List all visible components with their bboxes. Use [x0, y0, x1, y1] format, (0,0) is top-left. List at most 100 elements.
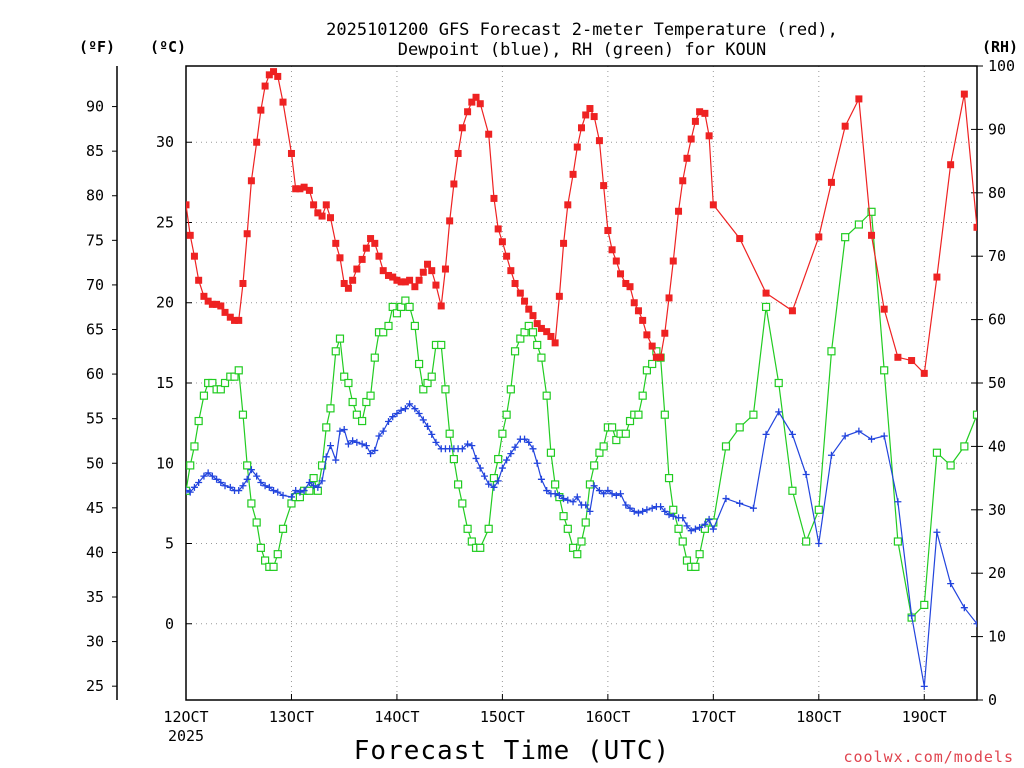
temperature-point: [788, 307, 796, 315]
temperature-point: [322, 201, 330, 209]
rh-point: [664, 474, 674, 483]
dewpoint-point: [595, 487, 603, 495]
dewpoint-point: [344, 440, 352, 448]
dewpoint-point: [908, 612, 916, 620]
rh-point: [370, 353, 379, 362]
celsius-tick-label: 25: [156, 213, 174, 231]
dewpoint-point: [1014, 551, 1021, 558]
dewpoint-point: [480, 472, 488, 480]
dewpoint-point: [586, 507, 594, 515]
rh-point: [510, 347, 520, 356]
rh-point: [986, 399, 993, 406]
dewpoint-point: [270, 487, 278, 495]
fahrenheit-unit-label: (ºF): [79, 38, 115, 56]
rh-point: [867, 207, 876, 216]
dewpoint-point: [406, 400, 414, 408]
rh-point: [344, 378, 353, 388]
dewpoint-point: [1000, 585, 1007, 592]
dewpoint-point: [600, 490, 608, 498]
temperature-point: [476, 100, 484, 108]
rh-point: [788, 486, 797, 495]
dewpoint-point: [490, 483, 498, 491]
temperature-point: [200, 292, 208, 300]
dewpoint-point: [322, 453, 330, 461]
rh-point: [362, 397, 371, 407]
temperature-point: [600, 182, 608, 190]
dewpoint-point: [358, 440, 366, 448]
rh-point: [454, 480, 463, 489]
dewpoint-point: [190, 483, 198, 491]
rh-point: [220, 378, 230, 388]
fahrenheit-tick-label: 85: [86, 142, 104, 160]
rh-tick-label: 60: [988, 311, 1006, 329]
temperature-point: [485, 130, 493, 138]
dewpoint-point: [468, 442, 476, 450]
dewpoint-point: [880, 432, 888, 440]
rh-point: [419, 385, 428, 394]
x-tick-label: 17OCT: [691, 708, 736, 726]
dewpoint-point: [687, 527, 695, 535]
temperature-point: [639, 316, 647, 324]
rh-point: [577, 537, 586, 546]
fahrenheit-tick-label: 60: [86, 365, 104, 383]
dewpoint-point: [507, 450, 515, 458]
dewpoint-point: [564, 496, 572, 504]
temperature-point: [551, 339, 559, 347]
rh-point: [721, 442, 731, 451]
rh-point: [348, 397, 357, 407]
rh-point: [216, 385, 225, 394]
temperature-point: [344, 284, 352, 292]
dewpoint-point: [665, 511, 673, 519]
chart-title-line2: Dewpoint (blue), RH (green) for KOUN: [398, 40, 766, 60]
x-tick-label: 13OCT: [269, 708, 314, 726]
dewpoint-point: [362, 442, 370, 450]
celsius-tick-label: 30: [156, 133, 174, 151]
temperature-point: [894, 353, 902, 361]
rh-point: [484, 524, 493, 533]
dewpoint-point: [630, 507, 638, 515]
rh-tick-label: 30: [988, 501, 1006, 519]
temperature-point: [213, 300, 221, 308]
rh-point: [234, 366, 243, 375]
dewpoint-point: [639, 507, 647, 515]
temperature-point: [709, 201, 717, 209]
rh-point: [256, 543, 265, 552]
rh-point: [230, 372, 239, 381]
dewpoint-point: [569, 498, 577, 506]
dewpoint-point: [525, 438, 533, 446]
temperature-point: [287, 149, 295, 157]
temperature-point: [270, 68, 278, 76]
rh-point: [802, 537, 811, 546]
temperature-point: [555, 292, 563, 300]
rh-point: [563, 524, 572, 533]
temperature-point: [586, 105, 594, 113]
grid-lines: [186, 66, 977, 700]
dewpoint-point: [432, 438, 440, 446]
dewpoint-point: [622, 501, 630, 509]
temperature-point: [1000, 339, 1007, 346]
temperature-point: [933, 273, 941, 281]
rh-unit-label: (RH): [982, 38, 1018, 56]
rh-point: [427, 372, 436, 381]
dewpoint-point: [855, 427, 863, 435]
fahrenheit-tick-label: 80: [86, 187, 104, 205]
rh-line: [186, 210, 977, 619]
dewpoint-point: [521, 435, 529, 443]
dewpoint-point: [498, 464, 506, 472]
rh-point: [247, 499, 256, 508]
temperature-point: [375, 252, 383, 260]
temperature-point: [855, 95, 863, 103]
rh-point: [537, 353, 546, 362]
rh-point: [841, 233, 850, 242]
temperature-point: [529, 312, 537, 320]
temperature-point: [880, 305, 888, 313]
dewpoint-point: [841, 432, 849, 440]
rh-point: [678, 537, 687, 546]
temperature-point: [247, 177, 255, 185]
temperature-point: [841, 122, 849, 130]
temperature-point: [868, 231, 876, 239]
dewpoint-point: [257, 479, 265, 487]
rh-point: [489, 474, 499, 483]
rh-point: [261, 556, 270, 565]
